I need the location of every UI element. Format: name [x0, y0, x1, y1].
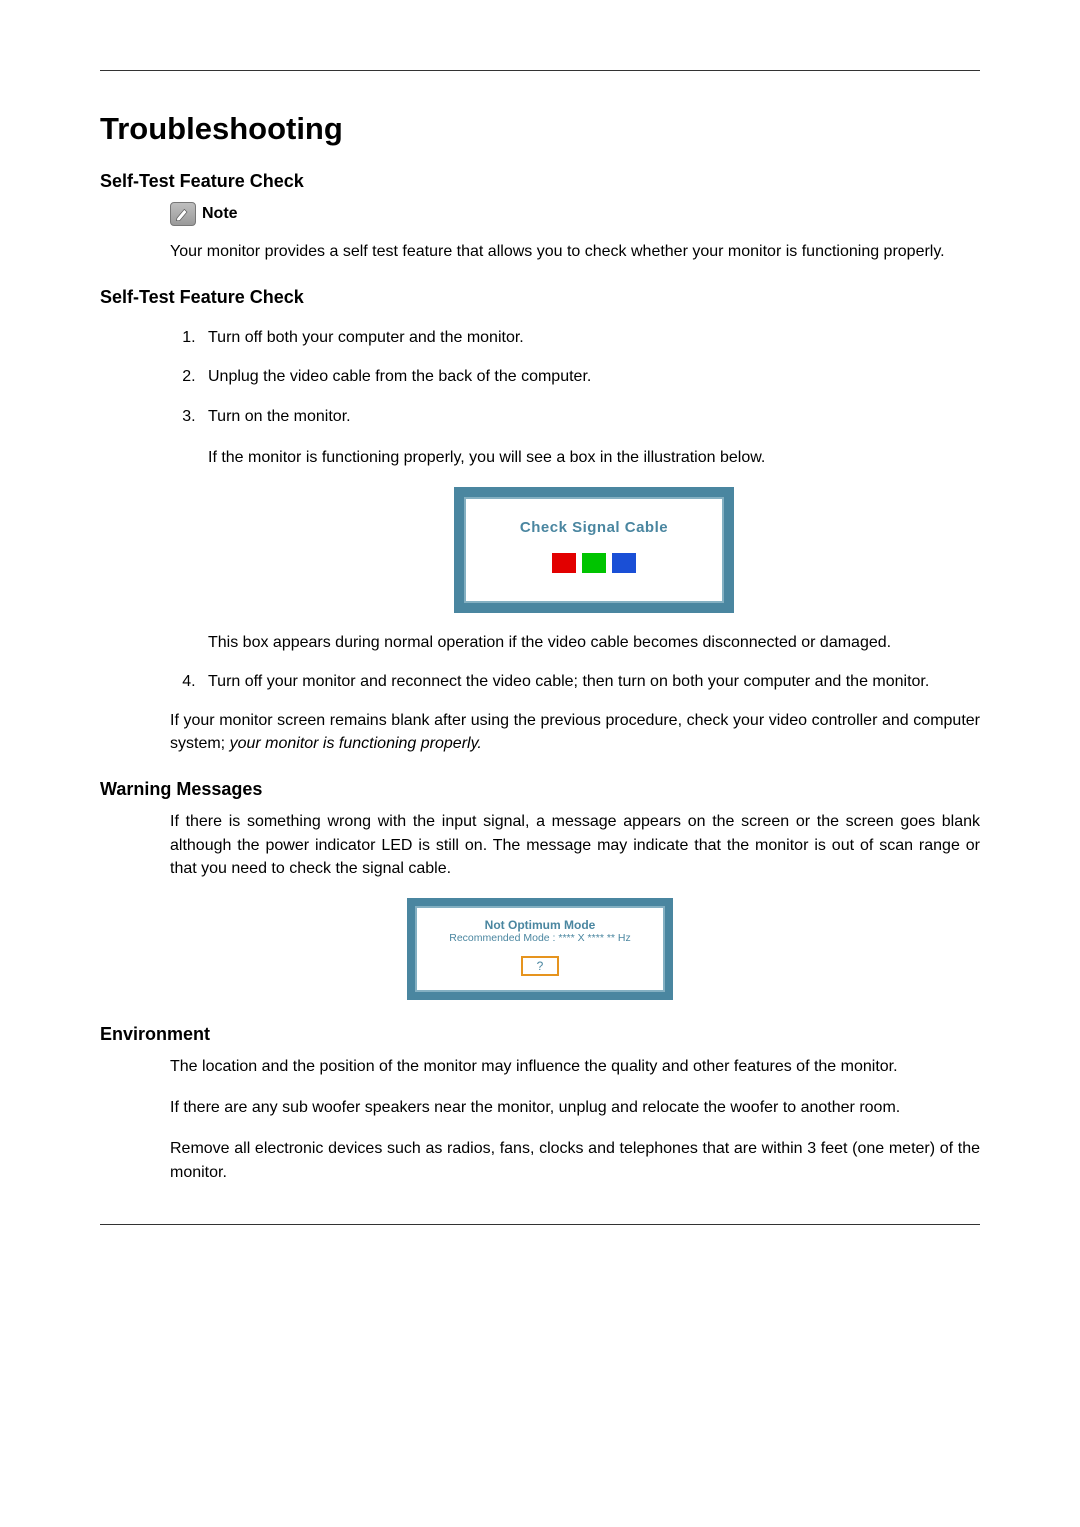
warning-body: If there is something wrong with the inp… [170, 810, 980, 880]
note-body: Your monitor provides a self test featur… [170, 240, 980, 263]
step3-sub1: If the monitor is functioning properly, … [208, 446, 980, 469]
page-title: Troubleshooting [100, 111, 980, 147]
step-text: Unplug the video cable from the back of … [208, 368, 591, 385]
env-p1: The location and the position of the mon… [170, 1055, 980, 1078]
after-steps: If your monitor screen remains blank aft… [170, 709, 980, 755]
fig-optimum-button: ? [521, 956, 560, 976]
top-rule [100, 70, 980, 71]
rgb-green [582, 553, 606, 573]
note-label: Note [202, 202, 238, 225]
environment-block: The location and the position of the mon… [170, 1055, 980, 1184]
rgb-blue [612, 553, 636, 573]
fig-optimum-inner: Not Optimum Mode Recommended Mode : ****… [415, 906, 665, 992]
note-line: Note [170, 202, 980, 226]
bottom-rule [100, 1224, 980, 1225]
after-steps-para: If your monitor screen remains blank aft… [170, 709, 980, 755]
figure-not-optimum: Not Optimum Mode Recommended Mode : ****… [100, 898, 980, 1000]
step-item: Turn on the monitor. If the monitor is f… [200, 405, 980, 654]
step-item: Turn off your monitor and reconnect the … [200, 670, 980, 693]
warning-block: If there is something wrong with the inp… [170, 810, 980, 880]
after-steps-italic: your monitor is functioning properly. [230, 735, 482, 752]
fig-signal-frame: Check Signal Cable [454, 487, 734, 613]
step-item: Turn off both your computer and the moni… [200, 326, 980, 349]
section-heading-selftest-steps: Self-Test Feature Check [100, 287, 980, 308]
rgb-row [476, 553, 712, 573]
fig-signal-text: Check Signal Cable [476, 517, 712, 539]
page: Troubleshooting Self-Test Feature Check … [0, 0, 1080, 1285]
step-text: Turn off your monitor and reconnect the … [208, 673, 929, 690]
fig-optimum-line2: Recommended Mode : **** X **** ** Hz [425, 932, 655, 944]
env-p3: Remove all electronic devices such as ra… [170, 1137, 980, 1183]
figure-check-signal-cable: Check Signal Cable [208, 487, 980, 613]
rgb-red [552, 553, 576, 573]
selftest-intro-block: Note Your monitor provides a self test f… [170, 202, 980, 263]
step-text: Turn off both your computer and the moni… [208, 329, 524, 346]
note-icon [170, 202, 196, 226]
step3-sub2: This box appears during normal operation… [208, 631, 980, 654]
section-heading-selftest-intro: Self-Test Feature Check [100, 171, 980, 192]
step-text: Turn on the monitor. [208, 408, 351, 425]
steps-list: Turn off both your computer and the moni… [170, 326, 980, 693]
section-heading-warning: Warning Messages [100, 779, 980, 800]
fig-signal-inner: Check Signal Cable [464, 497, 724, 603]
fig-optimum-line1: Not Optimum Mode [425, 918, 655, 932]
fig-optimum-frame: Not Optimum Mode Recommended Mode : ****… [407, 898, 673, 1000]
step-item: Unplug the video cable from the back of … [200, 365, 980, 388]
section-heading-environment: Environment [100, 1024, 980, 1045]
env-p2: If there are any sub woofer speakers nea… [170, 1096, 980, 1119]
